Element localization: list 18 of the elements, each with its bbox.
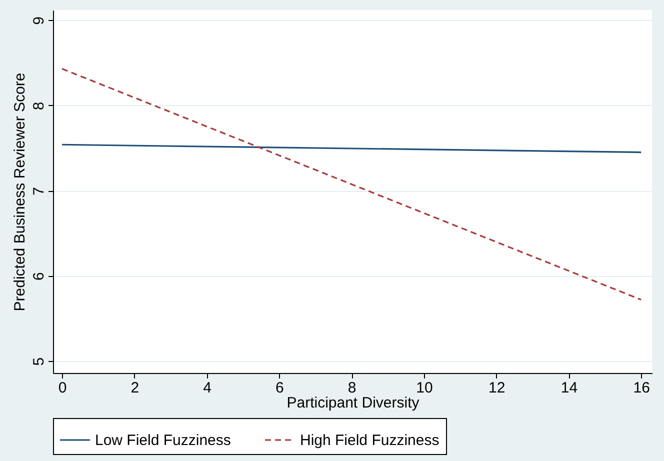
x-tick-label: 16 [633,380,650,396]
x-tick-label: 4 [203,380,212,396]
legend-label: High Field Fuzziness [300,432,440,449]
x-tick-label: 0 [58,380,67,396]
legend-label: Low Field Fuzziness [95,432,231,449]
y-tick-label: 7 [30,186,48,196]
x-tick-label: 14 [560,380,578,396]
x-axis-title: Participant Diversity [286,394,420,412]
y-tick-label: 8 [30,102,48,110]
y-tick-label: 6 [30,272,48,281]
x-tick-label: 6 [276,380,284,396]
y-tick-label: 5 [30,357,48,366]
x-tick-label: 2 [130,380,140,396]
x-tick-label: 12 [488,380,506,396]
y-tick-label: 9 [30,16,48,25]
x-tick-label: 8 [348,380,356,396]
y-axis-title: Predicted Business Reviewer Score [12,72,28,312]
x-tick-label: 10 [416,380,433,396]
